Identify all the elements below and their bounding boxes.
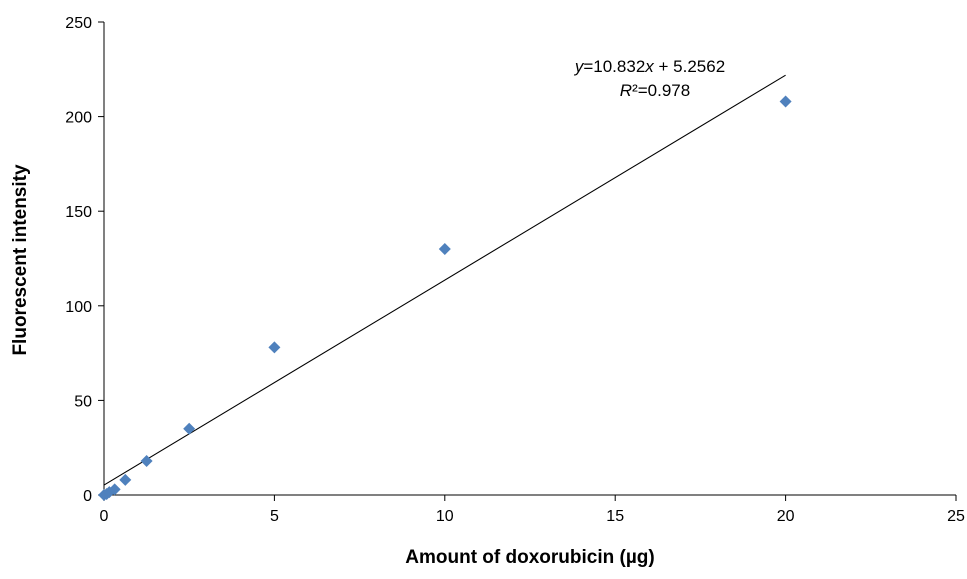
data-point-marker [183,422,196,435]
y-tick-label: 200 [65,110,92,127]
regression-equation: y=10.832x + 5.2562 [574,57,725,76]
data-point-marker [779,95,792,108]
data-point-marker [438,243,451,256]
y-tick-label: 50 [74,393,92,410]
tick-labels: 0 50 100 150 200 250 0 5 10 15 20 25 [65,15,965,525]
x-tick-label: 25 [947,508,965,525]
x-tick-label: 0 [100,508,109,525]
equation-y-var: y [574,57,585,76]
data-point-marker [119,473,132,486]
y-tick-label: 150 [65,204,92,221]
y-tick-label: 0 [83,488,92,505]
equation-slope: =10.832 [583,57,645,76]
trendline-layer [103,74,786,486]
trendline [103,74,786,486]
r-squared-label: R²=0.978 [620,81,690,100]
x-tick-label: 10 [436,508,454,525]
r-squared-value: ²=0.978 [632,81,690,100]
axes [98,21,957,501]
x-axis-title: Amount of doxorubicin (µg) [405,547,654,568]
y-tick-label: 100 [65,299,92,316]
data-point-marker [140,454,153,467]
equation-intercept: + 5.2562 [654,57,725,76]
x-tick-label: 5 [270,508,279,525]
data-point-marker [268,341,281,354]
equation-x-var: x [644,57,654,76]
data-point-marker [108,483,121,496]
y-axis-title: Fluorescent intensity [10,164,31,356]
r-squared-symbol: R [620,81,632,100]
data-points [98,95,792,501]
x-tick-label: 20 [777,508,795,525]
x-tick-label: 15 [606,508,624,525]
y-tick-label: 250 [65,15,92,32]
